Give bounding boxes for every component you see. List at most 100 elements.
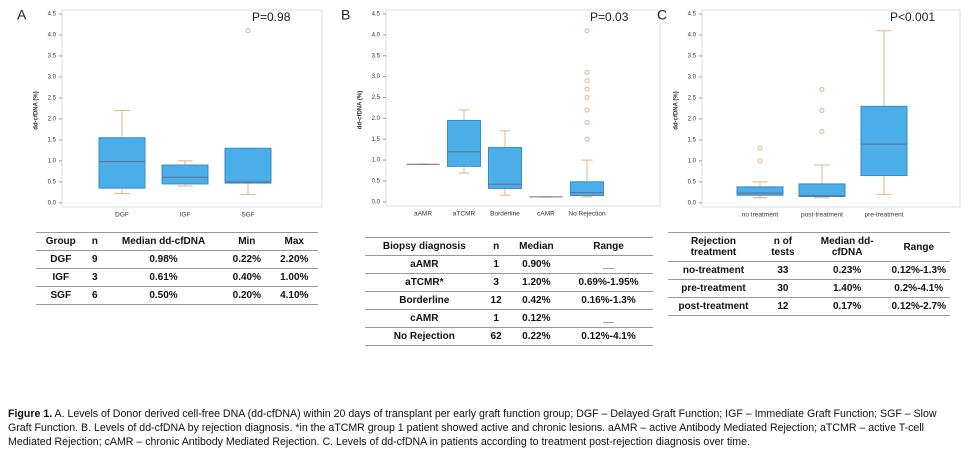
table-cell: Rejection treatment [668,232,759,262]
table-cell: DGF [36,250,86,269]
table-row: post-treatment 12 0.17% 0.12%-2.7% [668,297,950,316]
table-cell: Median [508,237,565,256]
table-cell: 2.20% [270,250,318,269]
table-cell: Range [564,237,653,256]
table-row: no-treatment 33 0.23% 0.12%-1.3% [668,261,950,280]
y-tick-label: 2.5 [372,95,381,101]
table: Rejection treatment n of tests Median dd-c… [668,232,950,316]
table-cell: 30 [758,279,807,298]
table-cell: 33 [758,261,807,280]
panel-label: B [341,7,350,23]
p-value: P<0.001 [890,10,935,24]
box [161,164,209,185]
y-tick-label: 1.0 [688,158,697,164]
table-cell: 1.00% [270,268,318,287]
outlier [819,87,825,93]
table-row: DGF 9 0.98% 0.22% 2.20% [36,250,318,269]
table-cell: Biopsy diagnosis [365,237,484,256]
x-tick-label: DGF [115,212,129,219]
table: Biopsy diagnosis n Median Range aAMR 1 0.90% __… [365,237,653,346]
y-tick-label: 1.5 [372,137,381,143]
y-tick-label: 2.0 [48,116,57,122]
table-cell: 62 [483,327,509,346]
table-row: SGF 6 0.50% 0.20% 4.10% [36,286,318,305]
y-tick-label: 1.5 [688,137,697,143]
y-tick-label: 0.5 [372,179,381,185]
y-tick-label: 2.0 [688,116,697,122]
table-cell: 0.2%-4.1% [887,279,950,298]
y-tick-label: 3.5 [688,54,697,60]
table-cell: 3 [85,268,104,287]
y-tick-label: 4.5 [372,12,381,18]
table-cell: SGF [36,286,86,305]
figure: A P=0.98 dd-cfDNA (%) 0.0 0.5 1.0 1.5 2.0 2.5 3.0… [17,7,961,219]
table-cell: 12 [483,291,509,310]
y-tick-label: 0.5 [688,179,697,185]
table-cell: IGF [36,268,86,287]
y-tick-label: 0.0 [48,200,57,206]
box [736,186,784,196]
table-cell: Range [887,232,950,262]
p-value: P=0.03 [590,10,629,24]
table-cell: 0.23% [806,261,888,280]
outlier [245,28,251,34]
table-cell: 0.40% [223,268,271,287]
table-cell: No Rejection [365,327,484,346]
caption: Figure 1. A. Levels of Donor derived cel… [8,407,963,449]
y-axis-label: dd-cfDNA (%) [34,91,40,129]
x-tick-label: aAMR [414,211,432,218]
y-axis-label: dd-cfDNA (%) [358,91,364,129]
y-tick-label: 4.0 [48,33,57,39]
box [224,147,272,184]
table-row: aTCMR* 3 1.20% 0.69%-1.95% [365,273,653,292]
table-row: pre-treatment 30 1.40% 0.2%-4.1% [668,279,950,298]
y-tick-label: 1.5 [48,137,57,143]
table-cell: Median dd-cfDNA [103,232,224,251]
outlier [757,158,763,164]
table-cell: 0.16%-1.3% [564,291,653,310]
table-cell: 12 [758,297,807,316]
table-header: Rejection treatment n of tests Median dd-c… [668,232,950,262]
x-tick-label: pre-treatment [864,212,903,219]
table-cell: 1 [483,255,509,274]
table-cell: Borderline [365,291,484,310]
plot-frame [385,9,661,207]
table-row: Borderline 12 0.42% 0.16%-1.3% [365,291,653,310]
table-cell: 1.40% [806,279,888,298]
table-cell: n of tests [758,232,807,262]
table-cell: 0.12%-2.7% [887,297,950,316]
table-cell: __ [564,255,653,274]
y-tick-label: 4.5 [688,12,697,18]
panel-label: A [17,7,27,23]
x-tick-label: no treatment [742,212,779,219]
outlier [584,69,590,75]
p-value: P=0.98 [252,10,291,24]
table-cell: __ [564,309,653,328]
table-cell: Median dd-cfDNA [806,232,888,262]
table-cell: 1 [483,309,509,328]
table-cell: Group [36,232,86,251]
caption-text: A. Levels of Donor derived cell-free DNA… [8,408,937,448]
x-tick-label: IGF [180,212,191,219]
table-cell: 0.17% [806,297,888,316]
table-cell: 0.42% [508,291,565,310]
y-tick-label: 4.5 [48,12,57,18]
y-tick-label: 3.0 [688,75,697,81]
table-row: cAMR 1 0.12% __ [365,309,653,328]
outlier [584,107,590,113]
x-tick-label: aTCMR [453,211,476,218]
table-cell: 6 [85,286,104,305]
y-tick-label: 2.5 [688,95,697,101]
y-tick-label: 3.0 [372,74,381,80]
y-tick-label: 1.0 [48,158,57,164]
y-tick-label: 1.0 [372,158,381,164]
caption-label: Figure 1. [8,408,53,420]
table-cell: 0.12%-1.3% [887,261,950,280]
outlier [584,94,590,100]
x-tick-label: post-treatment [801,212,843,219]
x-tick-label: Borderline [490,211,520,218]
table-cell: 0.98% [103,250,224,269]
y-tick-label: 0.5 [48,179,57,185]
plot-frame [701,9,961,208]
table-cell: Max [270,232,318,251]
